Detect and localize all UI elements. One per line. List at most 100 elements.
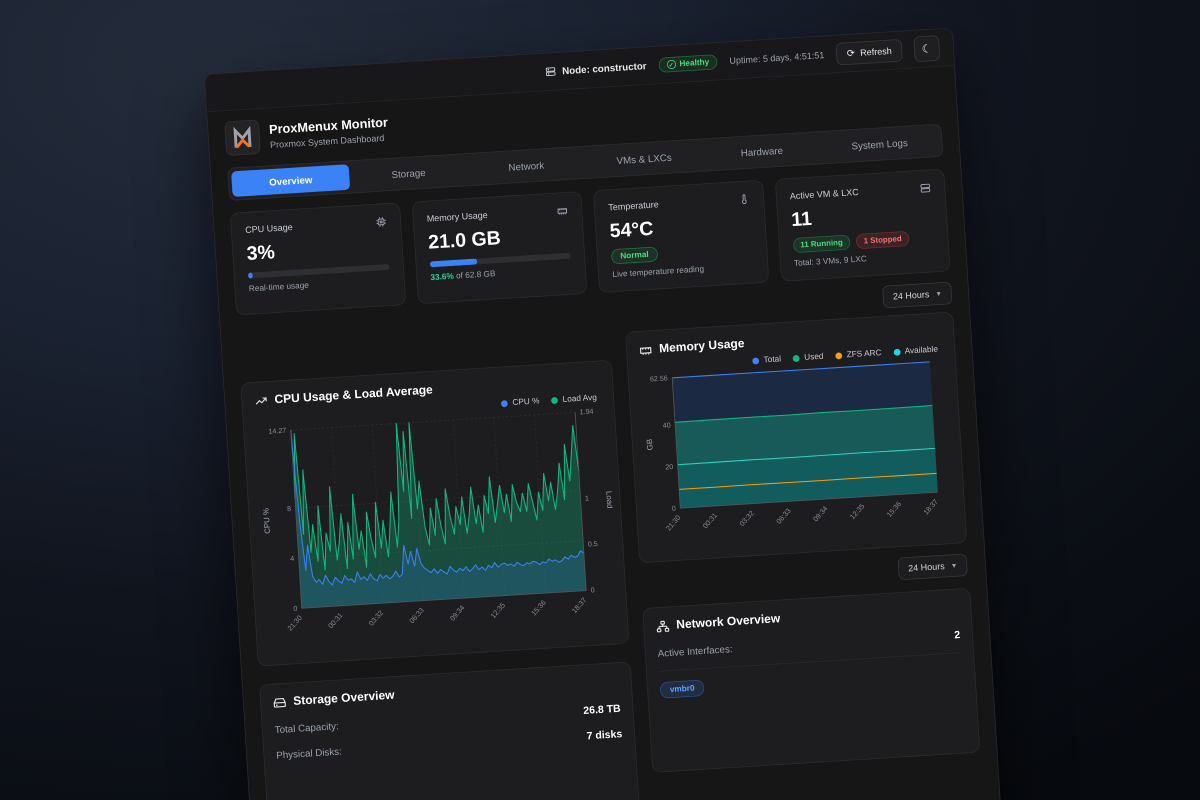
interface-pill-vmbr0[interactable]: vmbr0 bbox=[659, 679, 705, 699]
svg-text:06:33: 06:33 bbox=[775, 507, 793, 526]
temperature-caption: Live temperature reading bbox=[612, 264, 705, 280]
cpu-card-title: CPU Usage bbox=[244, 221, 293, 236]
server-icon bbox=[545, 67, 556, 77]
tab-storage[interactable]: Storage bbox=[349, 157, 468, 190]
time-range-label: 24 Hours bbox=[892, 289, 930, 302]
hard-drive-icon bbox=[273, 698, 286, 708]
svg-text:Load: Load bbox=[604, 491, 614, 509]
svg-text:14.27: 14.27 bbox=[268, 427, 286, 436]
svg-text:06:33: 06:33 bbox=[408, 606, 426, 625]
storage-title: Storage Overview bbox=[292, 688, 395, 708]
cpu-chip-icon bbox=[375, 217, 386, 227]
chevron-down-icon-2: ▼ bbox=[950, 561, 958, 570]
svg-text:21:30: 21:30 bbox=[665, 514, 683, 533]
tab-system-logs[interactable]: System Logs bbox=[820, 128, 939, 161]
check-circle-icon: ✓ bbox=[666, 59, 676, 69]
vms-running-badge: 11 Running bbox=[792, 234, 851, 254]
legend-label: Total bbox=[763, 354, 782, 365]
cpu-progress-fill bbox=[247, 272, 253, 279]
theme-toggle-button[interactable]: ☾ bbox=[913, 34, 941, 62]
memory-percent: 33.6% bbox=[430, 271, 455, 283]
cpu-load-chart-card: CPU Usage & Load Average CPU % Load Avg 2… bbox=[240, 359, 630, 667]
svg-text:03:32: 03:32 bbox=[738, 509, 756, 528]
svg-text:0.5: 0.5 bbox=[588, 540, 598, 549]
storage-row-disks: Physical Disks: 7 disks bbox=[276, 727, 623, 760]
memory-chart: 21:30 00:31 03:32 06:33 09:34 12:35 15:36 18:37… bbox=[645, 361, 940, 533]
health-label: Healthy bbox=[679, 57, 710, 69]
svg-text:00:31: 00:31 bbox=[701, 512, 719, 531]
chevron-down-icon: ▼ bbox=[935, 289, 943, 298]
vms-stopped-badge: 1 Stopped bbox=[855, 230, 910, 250]
health-status-badge: ✓ Healthy bbox=[658, 53, 718, 73]
temperature-card: Temperature 54°C Normal Live temperature… bbox=[592, 179, 769, 293]
legend-dot bbox=[893, 348, 901, 356]
temperature-status-badge: Normal bbox=[610, 246, 659, 265]
app-logo bbox=[224, 119, 261, 157]
storage-capacity-label: Total Capacity: bbox=[274, 719, 339, 735]
vms-value: 11 bbox=[790, 206, 813, 231]
network-overview-card: Network Overview Active Interfaces: 2 vm… bbox=[642, 587, 981, 773]
legend-item-cpu-: CPU % bbox=[501, 397, 540, 408]
time-range-select-top[interactable]: 24 Hours ▼ bbox=[882, 281, 953, 309]
svg-text:4: 4 bbox=[290, 555, 294, 563]
thermometer-icon bbox=[741, 194, 747, 205]
svg-text:12:35: 12:35 bbox=[849, 502, 867, 521]
storage-capacity-value: 26.8 TB bbox=[582, 701, 621, 717]
refresh-button[interactable]: ⟳ Refresh bbox=[835, 38, 903, 66]
network-icon bbox=[656, 620, 670, 633]
svg-text:15:36: 15:36 bbox=[530, 599, 548, 618]
storage-disks-value: 7 disks bbox=[586, 727, 623, 742]
tab-hardware[interactable]: Hardware bbox=[702, 135, 821, 168]
legend-item-used: Used bbox=[792, 352, 824, 363]
svg-text:03:32: 03:32 bbox=[367, 609, 385, 628]
tab-vms-lxcs[interactable]: VMs & LXCs bbox=[584, 142, 703, 175]
legend-dot bbox=[792, 354, 800, 362]
memory-caption: 33.6% of 62.8 GB bbox=[430, 265, 572, 283]
legend-label: CPU % bbox=[512, 396, 540, 408]
proxmenux-dashboard: Node: constructor ✓ Healthy Uptime: 5 da… bbox=[204, 27, 1011, 800]
tab-overview[interactable]: Overview bbox=[231, 164, 351, 197]
cpu-load-chart: 21:30 00:31 03:32 06:33 09:34 12:35 15:36 18:37… bbox=[262, 408, 615, 633]
vms-card-title: Active VM & LXC bbox=[789, 186, 860, 202]
memory-chart-title: Memory Usage bbox=[658, 337, 745, 356]
left-column: CPU Usage & Load Average CPU % Load Avg 2… bbox=[239, 333, 642, 800]
node-label: Node: constructor bbox=[561, 60, 647, 77]
legend-label: Available bbox=[904, 344, 939, 356]
memory-chart-card: Memory Usage Total Used ZFS ARC Available 2… bbox=[625, 311, 968, 564]
network-interfaces-label: Active Interfaces: bbox=[657, 642, 733, 659]
legend-item-total: Total bbox=[752, 355, 781, 366]
svg-text:0: 0 bbox=[672, 505, 676, 513]
cpu-value: 3% bbox=[245, 240, 276, 265]
svg-text:GB: GB bbox=[645, 439, 655, 451]
time-range-select-bottom[interactable]: 24 Hours ▼ bbox=[897, 553, 968, 581]
memory-usage-card: Memory Usage 21.0 GB 33.6% of 62.8 GB bbox=[411, 191, 588, 305]
app-header: ProxMenux Monitor Proxmox System Dashboa… bbox=[207, 66, 957, 166]
right-column: Memory Usage Total Used ZFS ARC Available 2… bbox=[625, 311, 981, 773]
active-vm-lxc-card: Active VM & LXC 11 11 Running 1 Stopped … bbox=[774, 168, 951, 282]
refresh-icon: ⟳ bbox=[846, 47, 856, 59]
proxmenux-m-icon bbox=[233, 125, 252, 149]
svg-text:00:31: 00:31 bbox=[327, 611, 345, 630]
tab-network[interactable]: Network bbox=[467, 150, 586, 183]
legend-label: ZFS ARC bbox=[846, 348, 882, 360]
storage-disks-label: Physical Disks: bbox=[275, 745, 343, 761]
legend-dot bbox=[501, 399, 509, 407]
stat-cards-row: CPU Usage 3% Real-time usage Memory Usag… bbox=[213, 168, 966, 317]
trending-up-icon bbox=[255, 397, 267, 405]
svg-text:0: 0 bbox=[590, 586, 594, 594]
server-stack-icon bbox=[920, 183, 931, 193]
uptime-text: Uptime: 5 days, 4:51:51 bbox=[729, 49, 825, 66]
legend-dot bbox=[551, 396, 559, 404]
cpu-chart-title: CPU Usage & Load Average bbox=[274, 383, 434, 407]
node-indicator: Node: constructor bbox=[545, 60, 647, 78]
svg-text:15:36: 15:36 bbox=[885, 500, 903, 519]
vms-caption: Total: 3 VMs, 9 LXC bbox=[793, 254, 868, 269]
svg-text:18:37: 18:37 bbox=[571, 596, 589, 615]
network-title: Network Overview bbox=[675, 612, 781, 632]
svg-text:12:35: 12:35 bbox=[489, 601, 507, 620]
svg-text:1.94: 1.94 bbox=[579, 408, 593, 417]
svg-text:09:34: 09:34 bbox=[449, 604, 467, 623]
memory-icon bbox=[639, 347, 652, 355]
svg-text:62.56: 62.56 bbox=[650, 374, 668, 383]
top-status-bar: Node: constructor ✓ Healthy Uptime: 5 da… bbox=[204, 28, 955, 113]
